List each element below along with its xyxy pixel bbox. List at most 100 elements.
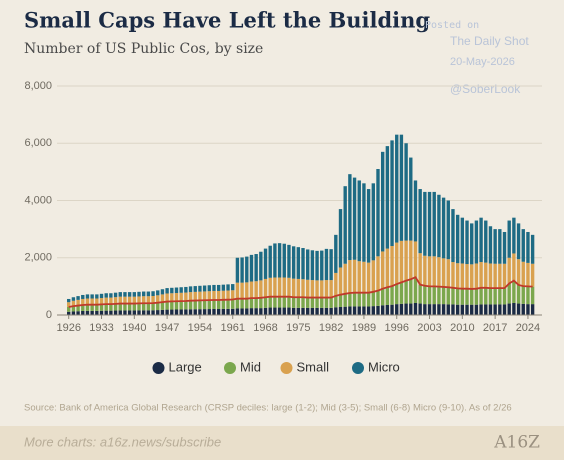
bar-segment <box>193 291 197 301</box>
x-tick-label: 1947 <box>155 322 179 334</box>
bar-segment <box>526 262 530 287</box>
bar-segment <box>418 253 422 285</box>
bar-segment <box>249 254 254 282</box>
bar-segment <box>301 307 305 315</box>
bar-segment <box>240 282 244 299</box>
bar-segment <box>423 191 427 256</box>
bar-segment <box>446 259 450 288</box>
bar-segment <box>451 304 455 315</box>
bar-segment <box>404 303 408 315</box>
bar-segment <box>521 303 525 315</box>
bar-segment <box>441 197 446 259</box>
bar-segment <box>207 291 211 301</box>
bar-segment <box>451 262 455 288</box>
bar-segment <box>216 299 221 309</box>
y-tick-label: 6,000 <box>24 137 52 149</box>
bar-segment <box>343 186 347 264</box>
bar-segment <box>174 293 179 302</box>
bar-segment <box>343 306 347 315</box>
bar-segment <box>95 304 99 311</box>
bar-segment <box>357 292 361 307</box>
bar-segment <box>245 308 249 315</box>
bar-segment <box>132 296 137 304</box>
bar-segment <box>530 286 535 305</box>
x-tick-label: 1975 <box>286 322 310 334</box>
x-tick-label: 1954 <box>188 322 212 334</box>
bar-segment <box>202 309 207 315</box>
bar-segment <box>306 279 310 298</box>
bar-segment <box>113 292 118 298</box>
bar-segment <box>113 310 118 315</box>
bar-segment <box>357 306 361 315</box>
bar-segment <box>498 263 502 289</box>
bar-segment <box>502 288 507 305</box>
bar-segment <box>315 250 319 281</box>
footer-link[interactable]: More charts: a16z.news/subscribe <box>24 434 221 449</box>
bar-segment <box>516 259 521 285</box>
bar-segment <box>366 189 371 263</box>
bar-segment <box>132 310 137 315</box>
bar-segment <box>455 214 460 264</box>
bar-segment <box>409 303 413 315</box>
bar-segment <box>287 307 291 315</box>
bar-segment <box>470 223 474 265</box>
bar-segment <box>329 307 333 315</box>
bar-segment <box>343 263 347 294</box>
bar-segment <box>254 308 258 315</box>
bar-segment <box>385 248 390 288</box>
bar-segment <box>352 259 357 293</box>
bar-segment <box>76 311 80 315</box>
bar-segment <box>188 292 193 301</box>
bar-segment <box>395 242 399 285</box>
bar-segment <box>123 296 127 304</box>
bar-segment <box>413 241 418 278</box>
bar-segment <box>123 303 127 311</box>
x-tick-label: 1961 <box>220 322 244 334</box>
bar-segment <box>165 288 169 294</box>
bar-segment <box>507 257 511 284</box>
bar-segment <box>231 299 235 309</box>
bar-segment <box>437 304 441 315</box>
bar-segment <box>423 255 427 286</box>
bar-segment <box>465 264 469 289</box>
bar-segment <box>329 297 333 308</box>
bar-segment <box>352 292 357 307</box>
bar-segment <box>474 304 479 315</box>
legend-label: Micro <box>368 359 400 374</box>
bar-segment <box>188 309 193 315</box>
bar-segment <box>385 146 390 249</box>
y-tick-label: 8,000 <box>24 80 52 92</box>
bar-segment <box>99 298 104 305</box>
bar-segment <box>395 284 399 305</box>
bar-segment <box>296 307 301 315</box>
bar-segment <box>212 284 216 291</box>
bar-segment <box>390 286 394 305</box>
bar-segment <box>174 287 179 294</box>
bar-segment <box>488 288 493 305</box>
bar-segment <box>146 303 151 311</box>
bar-segment <box>338 267 343 295</box>
bar-segment <box>530 263 535 287</box>
bar-segment <box>460 217 465 264</box>
bar-segment <box>399 134 404 241</box>
bar-segment <box>259 308 263 315</box>
bar-segment <box>146 310 151 315</box>
bar-segment <box>413 180 418 242</box>
bar-segment <box>516 303 521 315</box>
bar-segment <box>142 310 146 315</box>
bar-segment <box>376 305 380 315</box>
bar-segment <box>76 299 80 306</box>
bar-segment <box>254 281 258 299</box>
bar-segment <box>184 292 188 301</box>
bar-segment <box>85 294 90 299</box>
bar-segment <box>404 143 408 241</box>
bar-segment <box>324 297 329 308</box>
bar-segment <box>366 306 371 315</box>
bar-segment <box>380 251 385 289</box>
bar-segment <box>380 305 385 315</box>
bar-segment <box>366 292 371 307</box>
bar-segment <box>85 304 90 311</box>
bar-segment <box>193 300 197 310</box>
bar-segment <box>348 292 352 307</box>
bar-segment <box>301 297 305 308</box>
